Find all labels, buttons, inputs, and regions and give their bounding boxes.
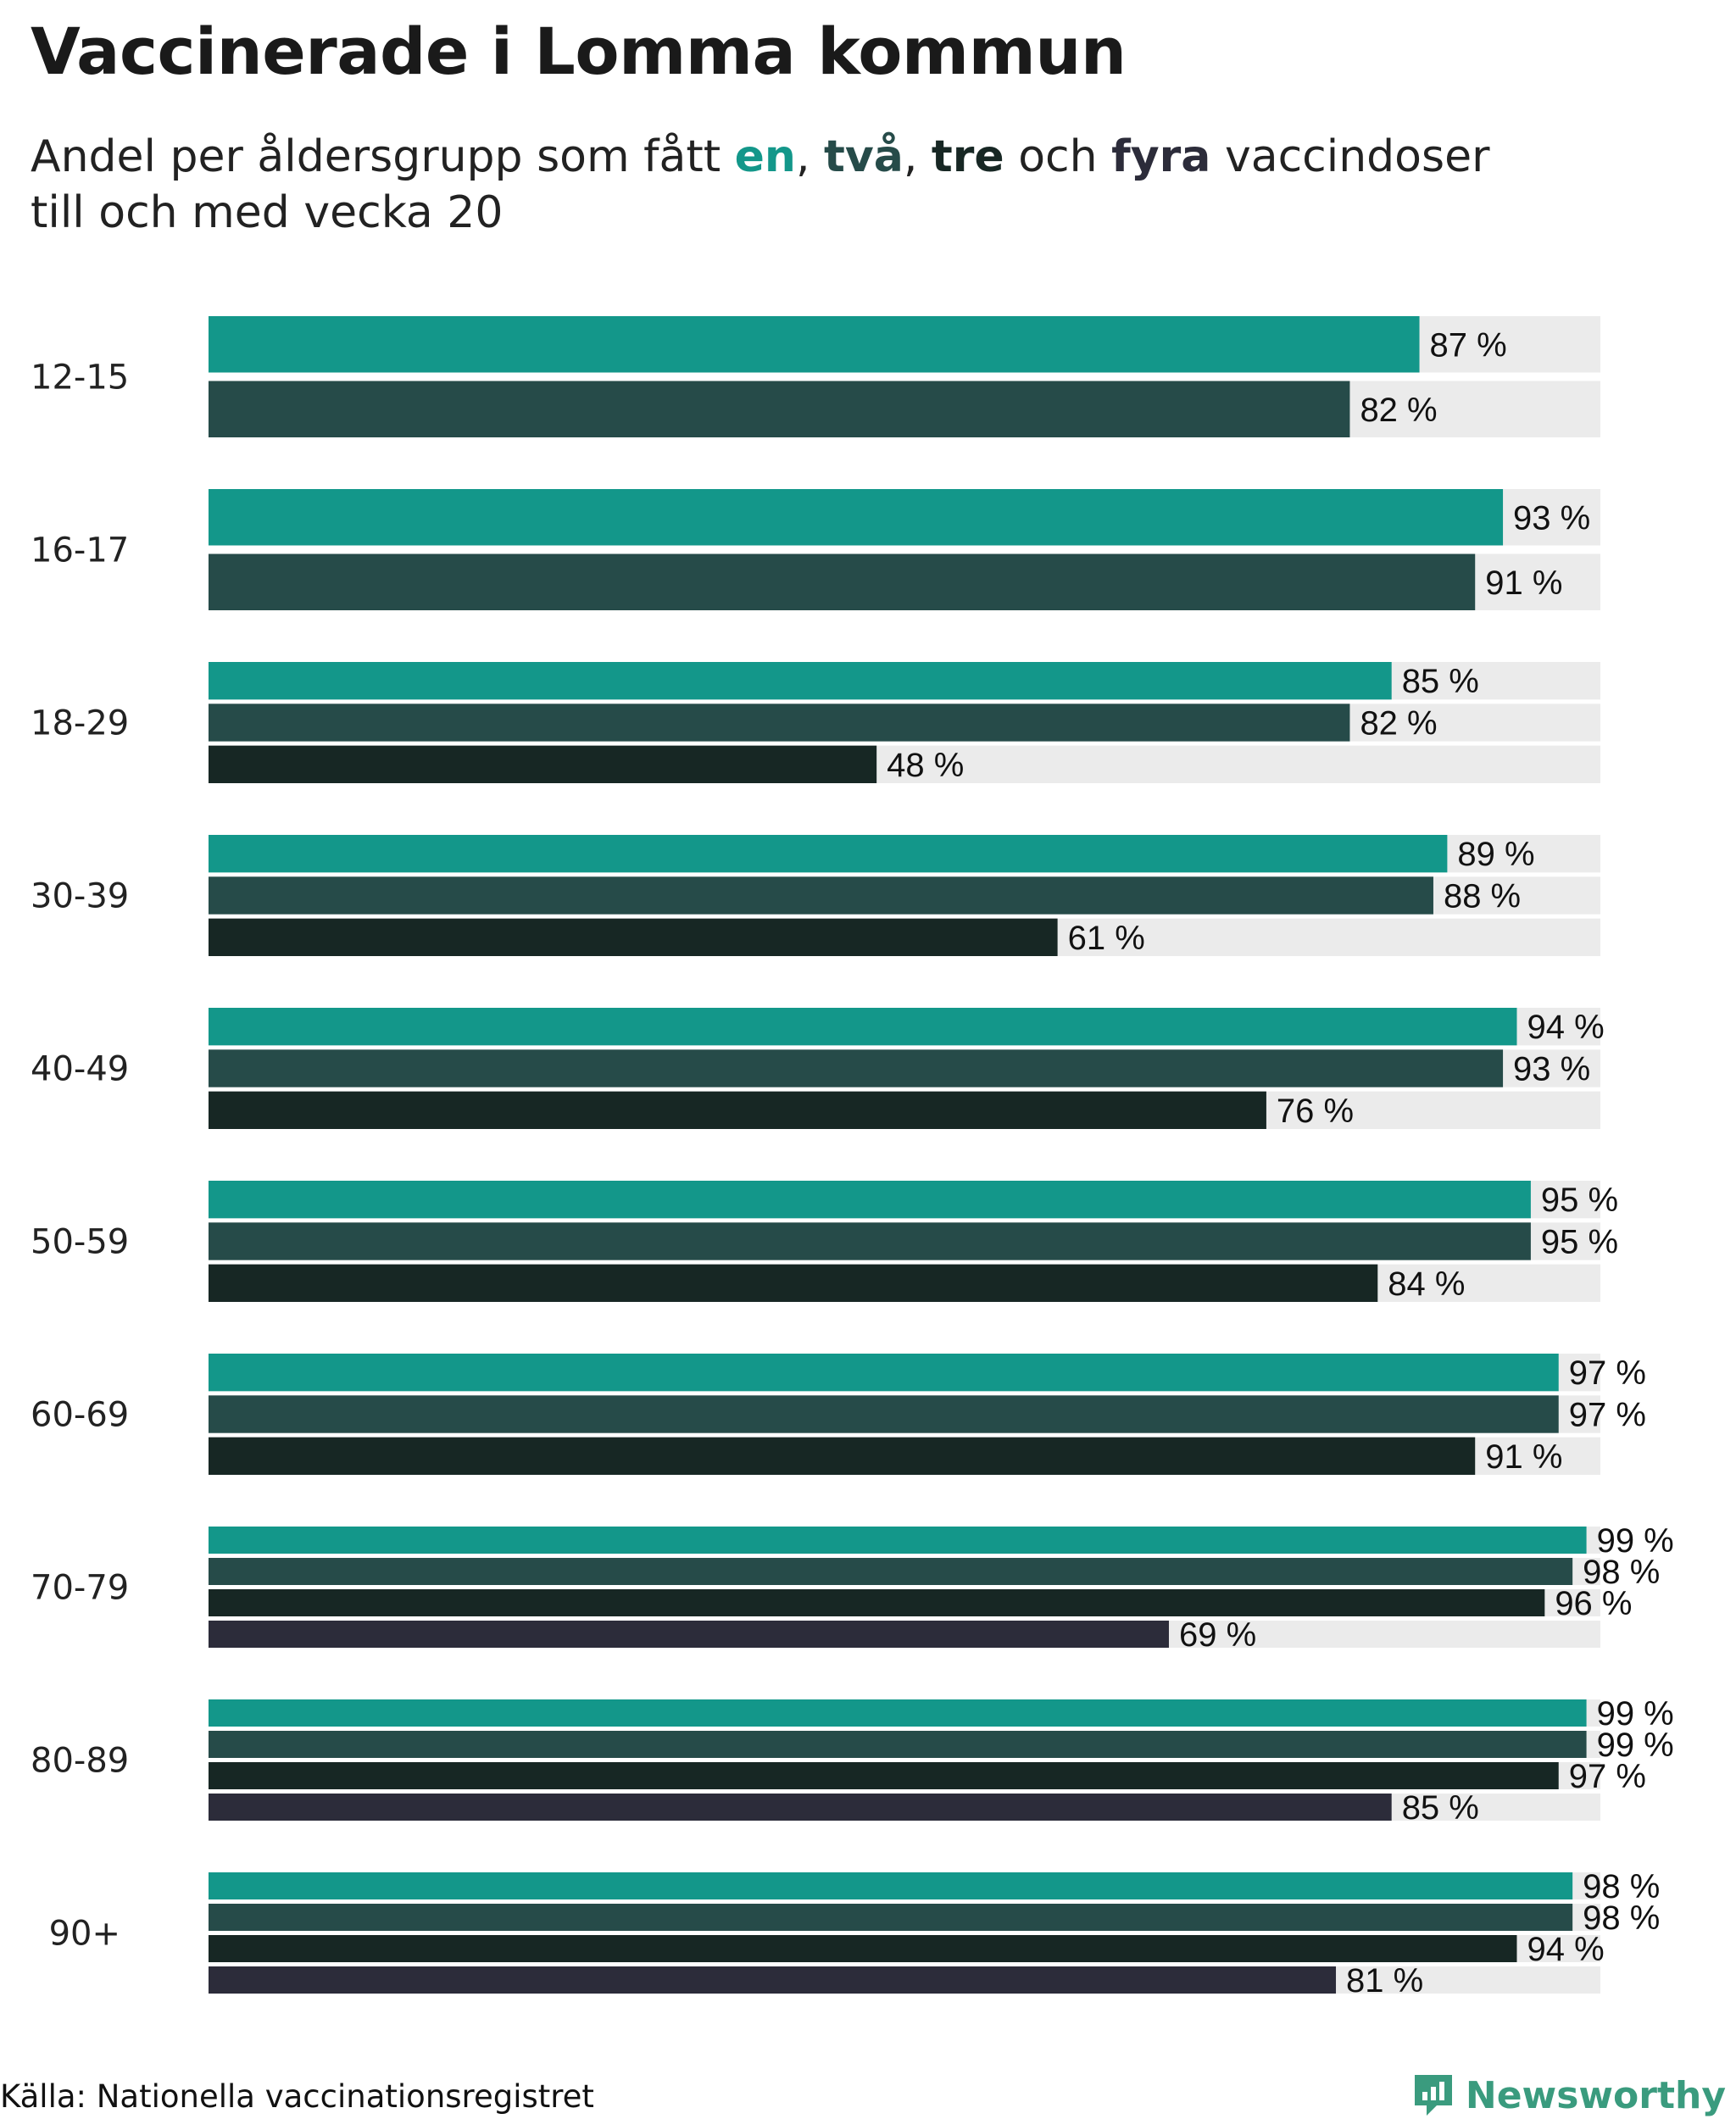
bar-30-39-tv-dose (209, 876, 1433, 915)
bar-70-79-fyra-dose (209, 1621, 1169, 1648)
bar-60-69-en-dose (209, 1354, 1559, 1392)
vaccination-bar-chart: 12-15 87 % 82 % 16-17 93 % 91 % 18-29 85 % 82 % 4… (31, 316, 1674, 1999)
value-label-80-89-tv-dose: 99 % (1597, 1727, 1674, 1764)
category-label-16-17: 16-17 (31, 531, 129, 570)
category-label-30-39: 30-39 (31, 877, 129, 916)
bar-80-89-tre-dose (209, 1762, 1559, 1789)
legend-key-tre: tre (931, 131, 1004, 182)
value-label-70-79-en-dose: 99 % (1597, 1522, 1674, 1560)
chart-title: Vaccinerade i Lomma kommun (31, 14, 1127, 89)
value-label-70-79-fyra-dose: 69 % (1179, 1616, 1256, 1654)
subtitle-lead: Andel per åldersgrupp som fått (31, 131, 721, 182)
value-label-70-79-tv-dose: 98 % (1583, 1554, 1660, 1591)
value-label-70-79-tre-dose: 96 % (1555, 1585, 1632, 1622)
bar-70-79-en-dose (209, 1527, 1587, 1554)
value-label-90-tre-dose: 94 % (1527, 1931, 1604, 1968)
bar-80-89-fyra-dose (209, 1794, 1392, 1821)
bar-18-29-en-dose (209, 662, 1392, 700)
value-label-18-29-tre-dose: 48 % (887, 747, 964, 784)
value-label-60-69-en-dose: 97 % (1569, 1354, 1646, 1392)
value-label-50-59-tv-dose: 95 % (1541, 1224, 1618, 1261)
bar-40-49-tv-dose (209, 1049, 1504, 1087)
value-label-40-49-tv-dose: 93 % (1513, 1051, 1590, 1088)
bar-60-69-tre-dose (209, 1437, 1476, 1475)
subtitle-rest: vaccindoser (1224, 131, 1490, 182)
legend-key-tva: två (824, 131, 904, 182)
legend-key-en: en (734, 131, 796, 182)
bar-90-en-dose (209, 1872, 1573, 1899)
brand[interactable]: Newsworthy (1411, 2072, 1726, 2119)
chart-subtitle: Andel per åldersgrupp som fått en, två, … (31, 129, 1556, 241)
bar-60-69-tv-dose (209, 1395, 1559, 1433)
bar-90-fyra-dose (209, 1966, 1337, 1994)
category-label-90: 90+ (49, 1915, 120, 1954)
category-label-40-49: 40-49 (31, 1050, 129, 1089)
bar-40-49-tre-dose (209, 1091, 1266, 1129)
bar-70-79-tre-dose (209, 1589, 1545, 1616)
bar-16-17-tv-dose (209, 553, 1476, 610)
value-label-90-en-dose: 98 % (1583, 1868, 1660, 1905)
bar-16-17-en-dose (209, 489, 1504, 546)
value-label-80-89-en-dose: 99 % (1597, 1695, 1674, 1732)
value-label-50-59-en-dose: 95 % (1541, 1182, 1618, 1219)
value-label-90-fyra-dose: 81 % (1346, 1962, 1423, 1999)
category-label-12-15: 12-15 (31, 359, 129, 398)
bar-50-59-tre-dose (209, 1264, 1378, 1302)
value-label-30-39-tv-dose: 88 % (1444, 878, 1521, 915)
category-label-60-69: 60-69 (31, 1396, 129, 1435)
bar-12-15-en-dose (209, 316, 1420, 373)
value-label-16-17-en-dose: 93 % (1513, 499, 1590, 537)
value-label-16-17-tv-dose: 91 % (1485, 565, 1562, 602)
value-label-12-15-tv-dose: 82 % (1360, 392, 1437, 429)
value-label-60-69-tre-dose: 91 % (1485, 1438, 1562, 1476)
value-label-12-15-en-dose: 87 % (1430, 326, 1507, 364)
subtitle-comma-2: , (903, 131, 918, 182)
category-label-18-29: 18-29 (31, 704, 129, 743)
category-label-70-79: 70-79 (31, 1569, 129, 1608)
category-label-80-89: 80-89 (31, 1742, 129, 1781)
bar-18-29-tre-dose (209, 745, 877, 783)
value-label-80-89-tre-dose: 97 % (1569, 1758, 1646, 1795)
value-label-30-39-en-dose: 89 % (1457, 836, 1534, 873)
value-label-40-49-tre-dose: 76 % (1277, 1093, 1354, 1130)
bar-40-49-en-dose (209, 1008, 1517, 1046)
category-label-50-59: 50-59 (31, 1223, 129, 1262)
subtitle-line-2: till och med vecka 20 (31, 187, 504, 238)
value-label-90-tv-dose: 98 % (1583, 1899, 1660, 1937)
bar-80-89-en-dose (209, 1699, 1587, 1727)
value-label-30-39-tre-dose: 61 % (1068, 920, 1145, 957)
bar-18-29-tv-dose (209, 704, 1350, 742)
subtitle-comma-1: , (795, 131, 810, 182)
bar-12-15-tv-dose (209, 381, 1350, 437)
subtitle-and: och (1018, 131, 1098, 182)
value-label-40-49-en-dose: 94 % (1527, 1009, 1604, 1046)
source-note: Källa: Nationella vaccinationsregistret (0, 2078, 594, 2115)
brand-name: Newsworthy (1465, 2073, 1726, 2117)
value-label-80-89-fyra-dose: 85 % (1402, 1789, 1479, 1827)
value-label-18-29-en-dose: 85 % (1402, 663, 1479, 700)
bar-80-89-tv-dose (209, 1731, 1587, 1758)
bar-50-59-en-dose (209, 1181, 1531, 1219)
value-label-50-59-tre-dose: 84 % (1388, 1265, 1465, 1303)
bar-70-79-tv-dose (209, 1558, 1573, 1585)
bar-30-39-en-dose (209, 835, 1448, 873)
value-label-60-69-tv-dose: 97 % (1569, 1397, 1646, 1434)
bar-90-tre-dose (209, 1935, 1517, 1962)
value-label-18-29-tv-dose: 82 % (1360, 705, 1437, 742)
legend-key-fyra: fyra (1111, 131, 1211, 182)
newsworthy-logo-icon (1414, 2075, 1452, 2116)
bar-90-tv-dose (209, 1904, 1573, 1931)
bar-50-59-tv-dose (209, 1222, 1531, 1260)
bar-30-39-tre-dose (209, 918, 1058, 956)
